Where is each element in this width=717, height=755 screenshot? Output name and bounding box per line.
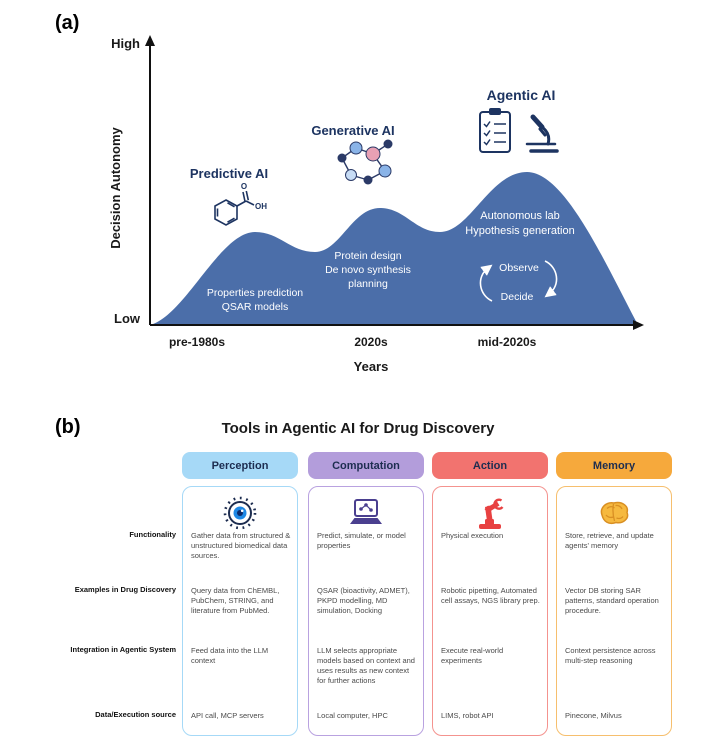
x-axis-title: Years bbox=[354, 359, 389, 374]
autonomy-area bbox=[150, 172, 638, 325]
cell-computation-examples: QSAR (bioactivity, ADMET), PKPD modellin… bbox=[317, 586, 410, 616]
cycle-arrow-right-icon bbox=[544, 260, 558, 298]
panel-a-label: (a) bbox=[55, 12, 80, 34]
column-card-perception: Gather data from structured & unstructur… bbox=[182, 486, 298, 736]
column-header-memory: Memory bbox=[556, 452, 672, 479]
robot-arm-icon bbox=[479, 498, 504, 529]
x-axis-arrow-icon bbox=[633, 320, 644, 330]
cell-action-examples: Robotic pipetting, Automated cell assays… bbox=[441, 586, 540, 606]
cycle-arrow-left-icon bbox=[479, 264, 493, 302]
row-label-functionality: Functionality bbox=[129, 530, 176, 539]
autonomy-chart: High Low Decision Autonomy pre-1980s 202… bbox=[108, 35, 644, 374]
microscope-icon bbox=[525, 114, 559, 153]
cell-computation-source: Local computer, HPC bbox=[317, 711, 388, 720]
cell-memory-examples: Vector DB storing SAR patterns, standard… bbox=[565, 586, 659, 616]
cell-memory-integration: Context persistence across multi-step re… bbox=[565, 646, 656, 666]
column-card-computation: Predict, simulate, or model properties Q… bbox=[308, 486, 424, 736]
panel-b-title: Tools in Agentic AI for Drug Discovery bbox=[221, 420, 495, 437]
cell-memory-functionality: Store, retrieve, and update agents' memo… bbox=[565, 531, 654, 551]
generative-caption-line1: Protein design bbox=[334, 250, 401, 262]
stage-agentic-ai: Agentic AI bbox=[487, 87, 556, 103]
column-header-action: Action bbox=[432, 452, 548, 479]
generative-caption-line3: planning bbox=[348, 278, 388, 290]
y-axis-title: Decision Autonomy bbox=[108, 126, 123, 248]
column-card-action: Physical execution Robotic pipetting, Au… bbox=[432, 486, 548, 736]
cell-perception-functionality: Gather data from structured & unstructur… bbox=[191, 531, 291, 561]
axes bbox=[145, 35, 644, 330]
stage-predictive-ai: Predictive AI bbox=[190, 166, 268, 181]
cell-computation-integration: LLM selects appropriate models based on … bbox=[317, 646, 415, 686]
column-header-computation: Computation bbox=[308, 452, 424, 479]
row-label-examples: Examples in Drug Discovery bbox=[74, 585, 176, 594]
column-card-memory: Store, retrieve, and update agents' memo… bbox=[556, 486, 672, 736]
y-high-label: High bbox=[111, 36, 140, 51]
cycle-observe-label: Observe bbox=[499, 262, 539, 274]
stage-generative-ai: Generative AI bbox=[311, 123, 394, 138]
brain-icon bbox=[600, 501, 629, 525]
panel-b-label: (b) bbox=[55, 416, 81, 438]
molecule-network-icon bbox=[337, 139, 393, 185]
predictive-caption-line1: Properties prediction bbox=[207, 287, 303, 299]
x-tick-pre1980s: pre-1980s bbox=[169, 335, 225, 349]
cell-action-source: LIMS, robot API bbox=[441, 711, 494, 720]
cell-perception-examples: Query data from ChEMBL, PubChem, STRING,… bbox=[191, 586, 280, 616]
x-tick-mid2020s: mid-2020s bbox=[478, 335, 537, 349]
x-tick-2020s: 2020s bbox=[354, 335, 388, 349]
column-header-perception: Perception bbox=[182, 452, 298, 479]
row-label-integration: Integration in Agentic System bbox=[70, 645, 176, 654]
cell-action-functionality: Physical execution bbox=[441, 531, 504, 540]
agentic-caption-line2: Hypothesis generation bbox=[465, 225, 574, 237]
predictive-caption-line2: QSAR models bbox=[222, 301, 289, 313]
cell-computation-functionality: Predict, simulate, or model properties bbox=[317, 531, 406, 551]
y-low-label: Low bbox=[114, 311, 141, 326]
benzoic-acid-icon: O OH bbox=[214, 182, 267, 226]
cell-action-integration: Execute real-world experiments bbox=[441, 646, 504, 666]
cell-perception-source: API call, MCP servers bbox=[191, 711, 264, 720]
laptop-molecule-icon bbox=[350, 499, 382, 524]
y-axis-arrow-icon bbox=[145, 35, 155, 46]
cycle-decide-label: Decide bbox=[501, 291, 534, 303]
row-label-source: Data/Execution source bbox=[95, 710, 176, 719]
checklist-clipboard-icon bbox=[479, 108, 511, 153]
svg-text:O: O bbox=[241, 182, 247, 191]
cell-memory-source: Pinecone, Milvus bbox=[565, 711, 622, 720]
eye-icon bbox=[223, 496, 257, 530]
agentic-caption-line1: Autonomous lab bbox=[480, 210, 560, 222]
generative-caption-line2: De novo synthesis bbox=[325, 264, 411, 276]
svg-text:OH: OH bbox=[255, 202, 267, 211]
cell-perception-integration: Feed data into the LLM context bbox=[191, 646, 269, 666]
